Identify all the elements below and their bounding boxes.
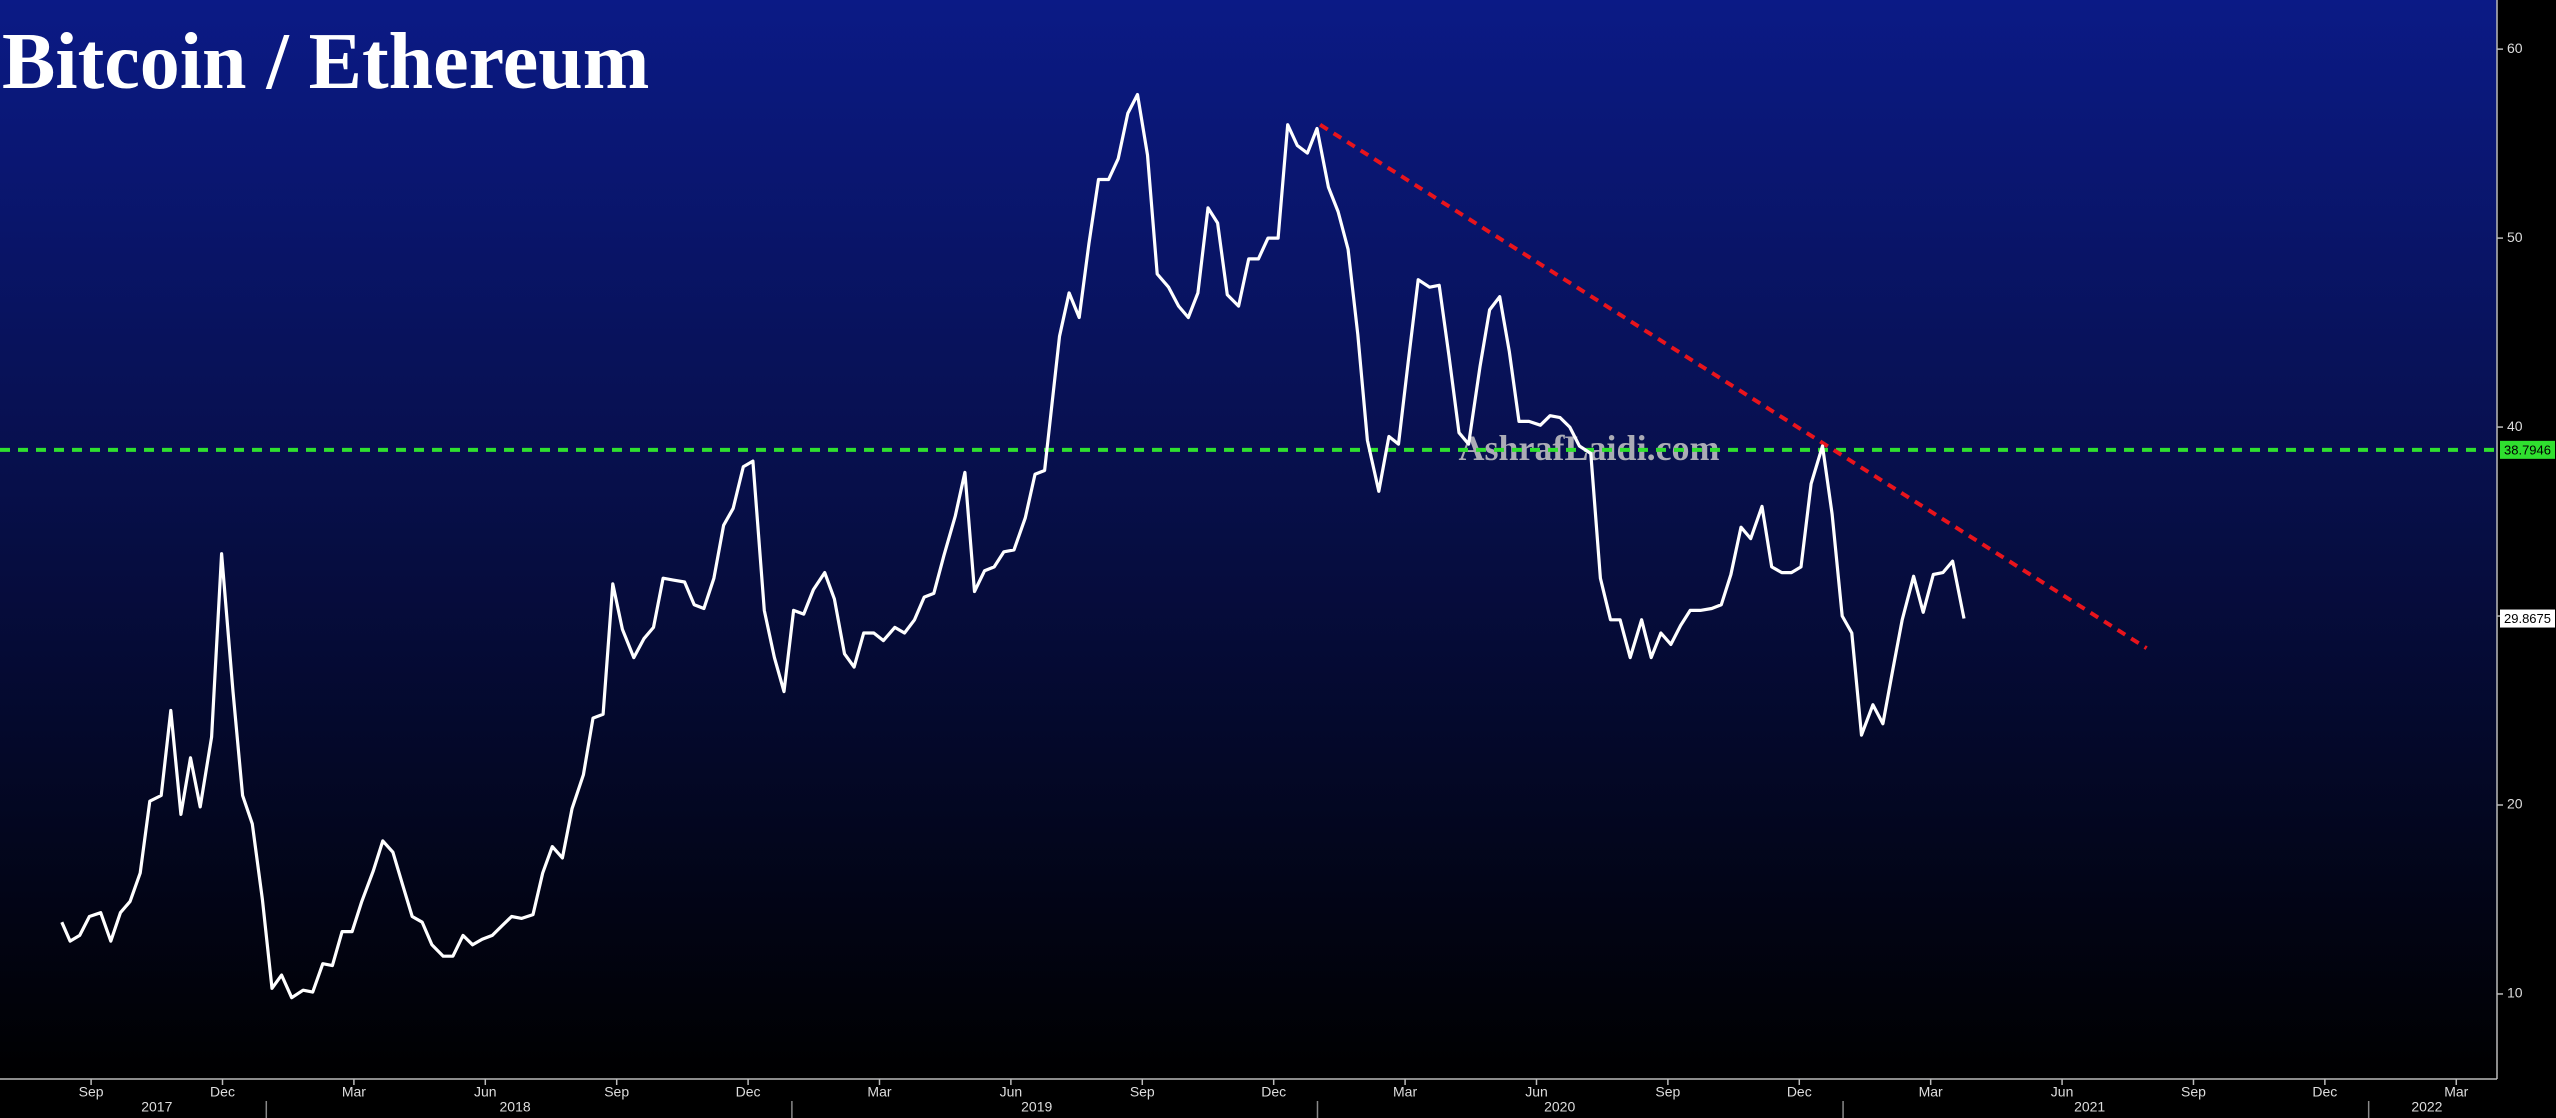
x-tick-label: Mar <box>867 1084 891 1100</box>
x-tick-label: Mar <box>1393 1084 1417 1100</box>
x-tick-label: Jun <box>1525 1084 1548 1100</box>
y-tick-label: 20 <box>2507 796 2523 812</box>
x-tick-label: Dec <box>1787 1084 1812 1100</box>
chart-title: Bitcoin / Ethereum <box>2 18 649 106</box>
x-tick-label: Mar <box>2444 1084 2468 1100</box>
y-tick-label: 40 <box>2507 418 2523 434</box>
x-tick-label: Sep <box>604 1084 629 1100</box>
x-tick-label: Jun <box>474 1084 497 1100</box>
x-tick-label: Dec <box>210 1084 235 1100</box>
x-tick-label: Dec <box>736 1084 761 1100</box>
price-line <box>60 92 1966 1000</box>
x-tick-label: Sep <box>79 1084 104 1100</box>
year-label: 2022 <box>2411 1099 2442 1115</box>
y-tick-label: 60 <box>2507 40 2523 56</box>
last-value-label: 29.8675 <box>2504 611 2551 626</box>
year-label: 2020 <box>1544 1099 1575 1115</box>
x-tick-label: Sep <box>1655 1084 1680 1100</box>
y-tick-label: 50 <box>2507 229 2523 245</box>
x-tick-label: Jun <box>1000 1084 1023 1100</box>
x-tick-label: Mar <box>342 1084 366 1100</box>
x-tick-label: Sep <box>2181 1084 2206 1100</box>
level-label: 38.7946 <box>2504 442 2551 457</box>
level-label-box <box>2500 440 2555 459</box>
axis-background <box>0 1079 2497 1118</box>
year-label: 2021 <box>2074 1099 2105 1115</box>
year-label: 2018 <box>500 1099 531 1115</box>
year-label: 2017 <box>141 1099 172 1115</box>
last-value-label-box <box>2500 609 2555 628</box>
x-tick-label: Sep <box>1130 1084 1155 1100</box>
x-tick-label: Dec <box>1261 1084 1286 1100</box>
year-label: 2019 <box>1021 1099 1052 1115</box>
watermark: AshrafLaidi.com <box>1459 428 1720 468</box>
x-tick-label: Mar <box>1919 1084 1943 1100</box>
x-tick-label: Dec <box>2312 1084 2337 1100</box>
x-tick-label: Jun <box>2051 1084 2074 1100</box>
trendline <box>1319 123 2148 650</box>
plot-background <box>0 0 2497 1079</box>
y-tick-label: 10 <box>2507 985 2523 1001</box>
axis-background <box>2497 0 2556 1118</box>
